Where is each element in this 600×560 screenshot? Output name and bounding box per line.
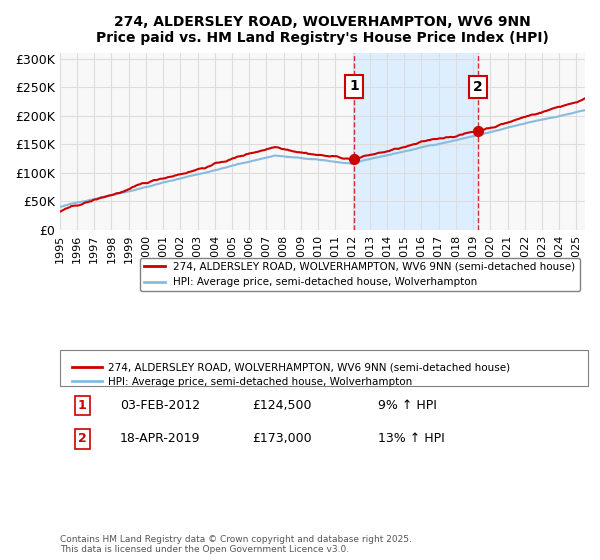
Legend: 274, ALDERSLEY ROAD, WOLVERHAMPTON, WV6 9NN (semi-detached house), HPI: Average : 274, ALDERSLEY ROAD, WOLVERHAMPTON, WV6 … [140,258,580,291]
Text: 2: 2 [473,80,483,94]
Text: 9% ↑ HPI: 9% ↑ HPI [378,399,437,412]
Text: 18-APR-2019: 18-APR-2019 [120,432,200,445]
Text: Contains HM Land Registry data © Crown copyright and database right 2025.
This d: Contains HM Land Registry data © Crown c… [60,535,412,554]
Text: 2: 2 [78,432,87,445]
Text: 13% ↑ HPI: 13% ↑ HPI [378,432,445,445]
Text: 1: 1 [78,399,87,412]
Text: 1: 1 [349,80,359,94]
Bar [354,53,478,230]
Text: HPI: Average price, semi-detached house, Wolverhampton: HPI: Average price, semi-detached house,… [108,377,412,388]
Text: 274, ALDERSLEY ROAD, WOLVERHAMPTON, WV6 9NN (semi-detached house): 274, ALDERSLEY ROAD, WOLVERHAMPTON, WV6 … [108,363,510,373]
Text: 03-FEB-2012: 03-FEB-2012 [120,399,200,412]
Text: £173,000: £173,000 [252,432,311,445]
Text: £124,500: £124,500 [252,399,311,412]
Title: 274, ALDERSLEY ROAD, WOLVERHAMPTON, WV6 9NN
Price paid vs. HM Land Registry's Ho: 274, ALDERSLEY ROAD, WOLVERHAMPTON, WV6 … [96,15,549,45]
